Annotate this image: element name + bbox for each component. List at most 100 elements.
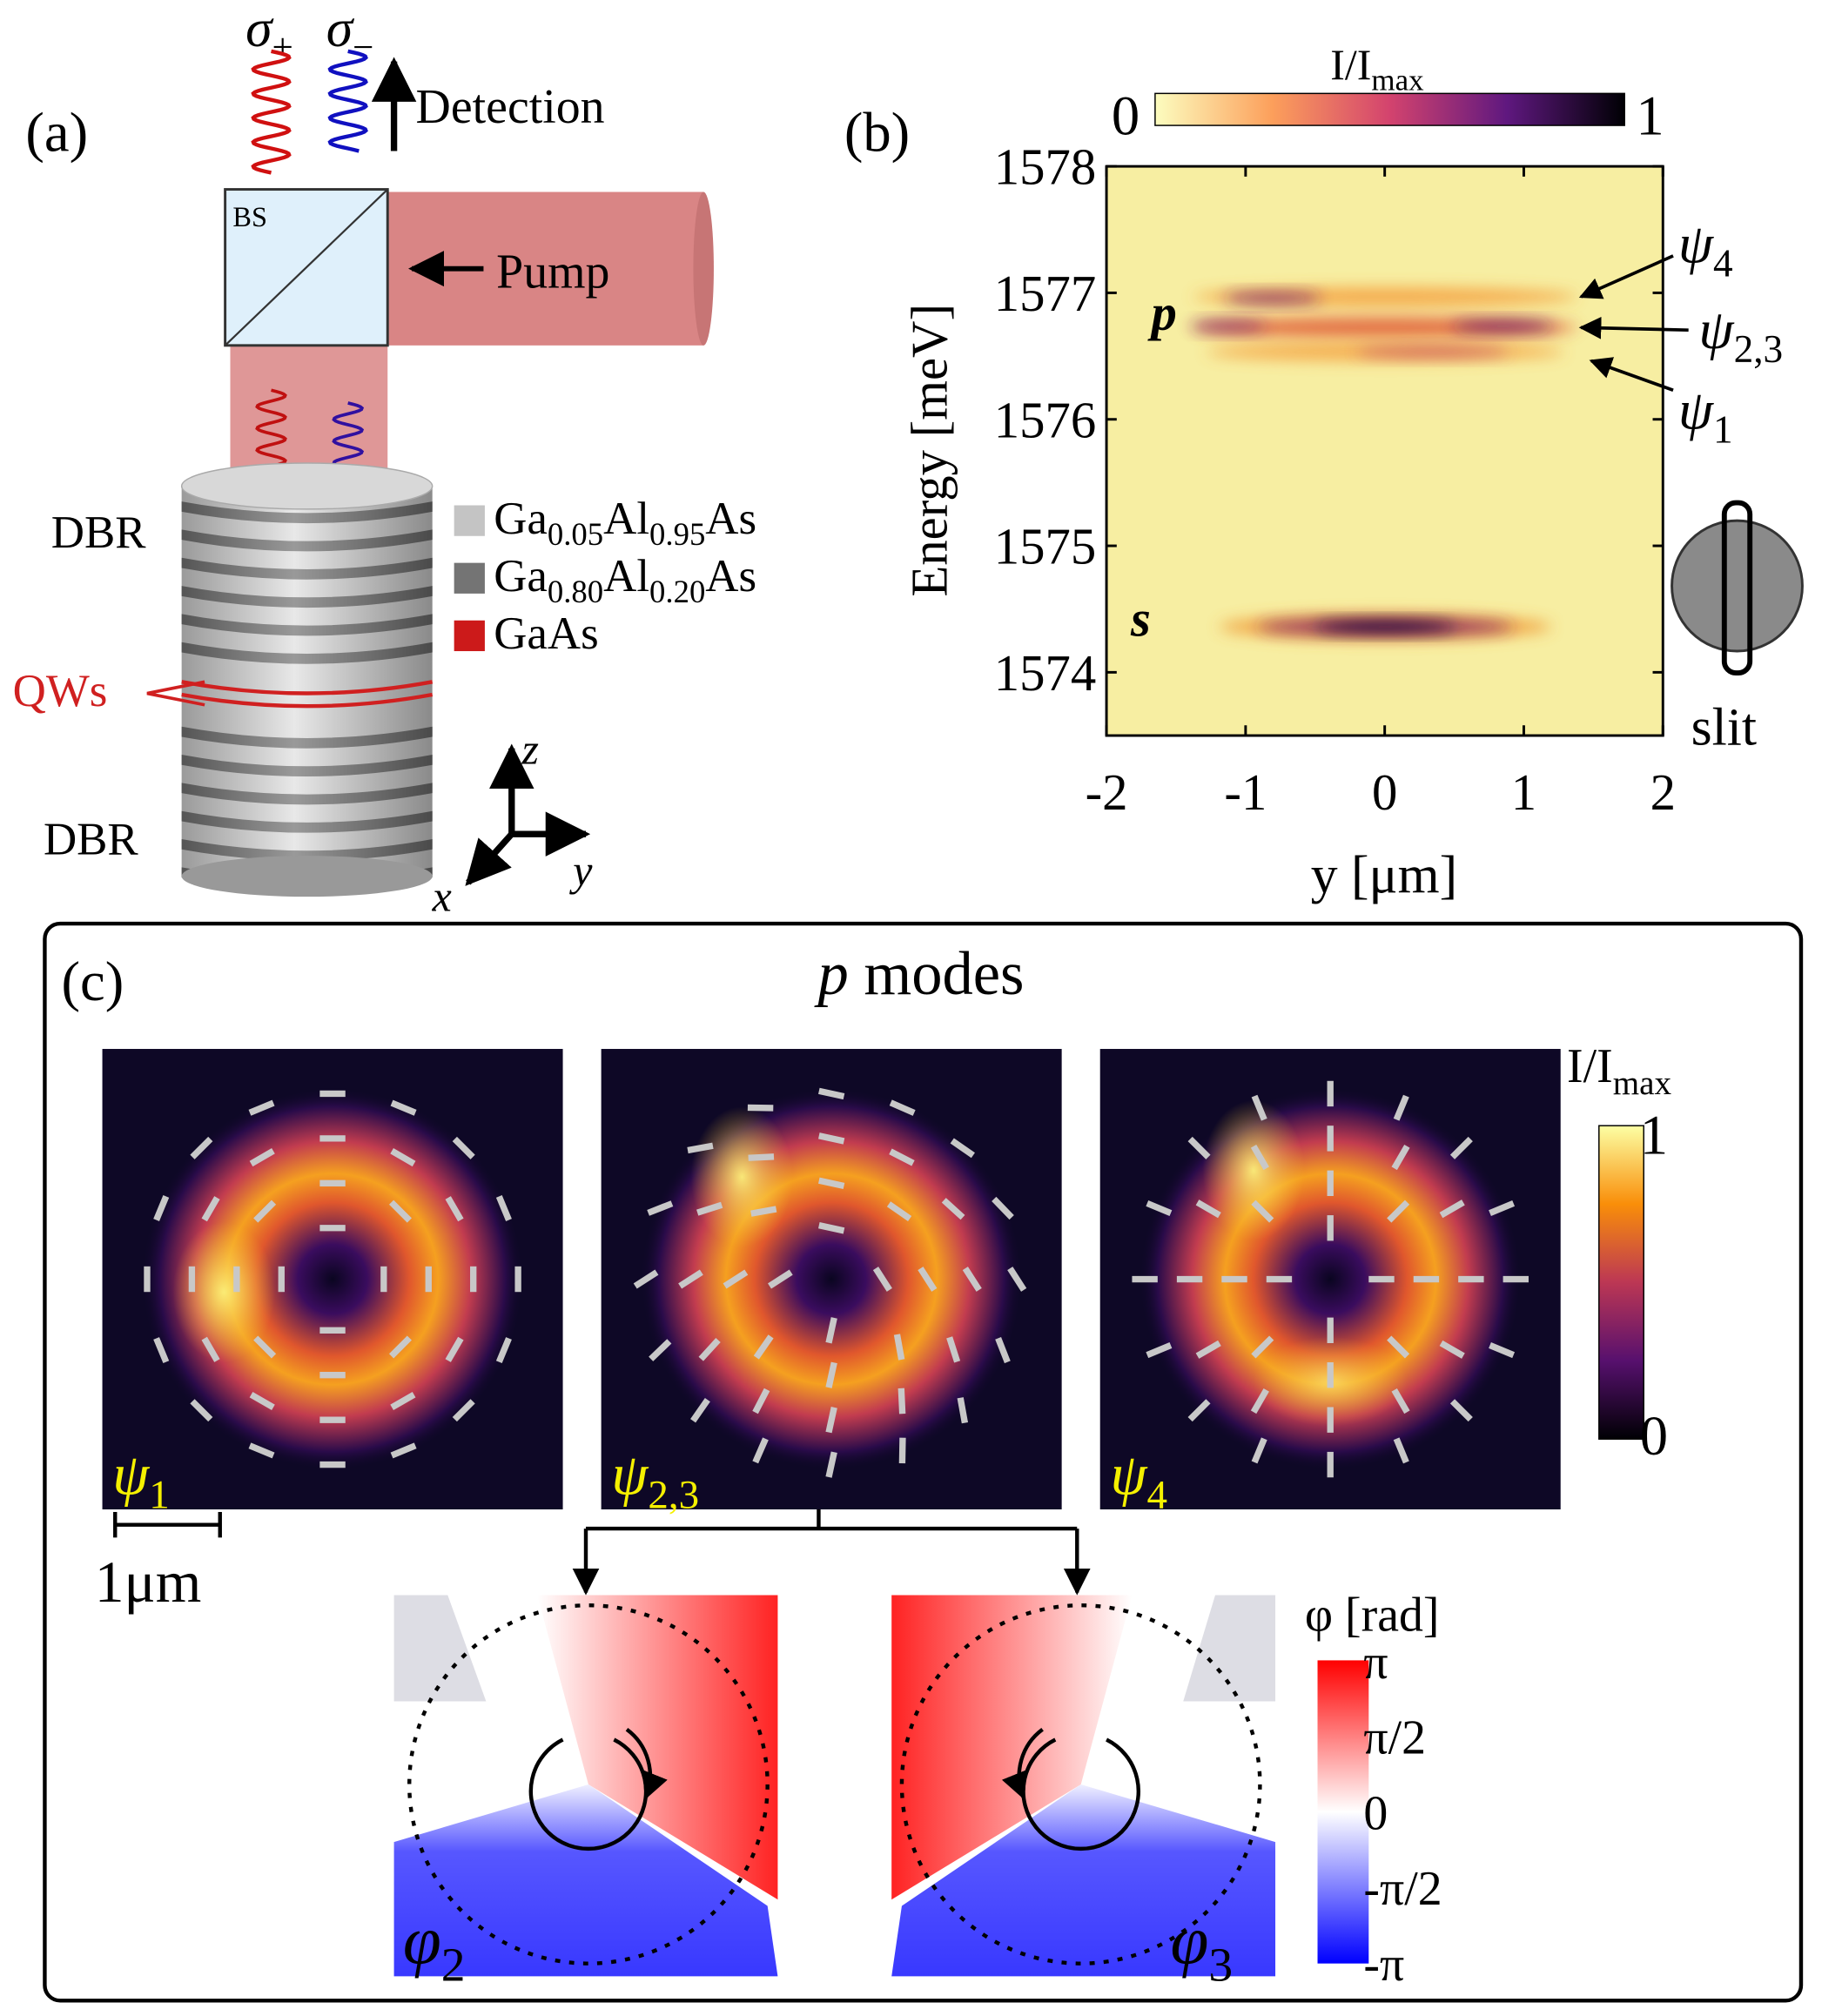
polarization-dash [723,1269,749,1289]
polarization-dash [817,1087,845,1100]
colorbar-tick: 1 [1636,84,1664,146]
polarization-dash [390,1099,417,1116]
formula-part: Al [603,494,649,544]
polarization-dash [992,1196,1014,1220]
x-tick-label: 1 [1511,764,1536,821]
mode-label: s [1130,590,1151,647]
formula-part: GaAs [494,608,598,659]
dbr-layer [181,839,433,862]
formula-part: Ga [494,551,548,601]
colorbar-tick: -π/2 [1363,1862,1442,1916]
polarization-dash [1195,1200,1221,1219]
polarization-dash [872,1267,892,1292]
polarization-dash [750,1206,777,1217]
wave [255,388,287,478]
title-italic: p [813,940,848,1008]
dbr-label: DBR [51,507,146,558]
subscript: 4 [1146,1473,1167,1518]
polarization-dash [897,1388,906,1415]
mode-annotation: ψ4 [1678,212,1733,285]
polarization-dash [768,1269,793,1289]
subscript: 0.95 [649,516,705,552]
dbr-layer [181,642,433,664]
polarization-dash [1391,1144,1410,1171]
axis-label: y [568,846,593,895]
polygon [891,1595,1133,1900]
arrow [1589,357,1674,392]
subscript: 2 [441,1939,466,1992]
polarization-dash [445,1196,464,1222]
dbr-layer [181,586,433,608]
polarization-dash [647,1200,674,1216]
y-tick-label: 1578 [994,139,1097,196]
symbol: ψ [112,1441,150,1507]
subscript: 3 [1208,1939,1233,1992]
panel-label: (a) [25,100,88,164]
subscript: 2,3 [648,1473,699,1518]
polarization-dash [1187,1136,1211,1159]
colorbar-ticks: π π/2 0 -π/2 -π [1363,1636,1442,1992]
pillar-bottom [181,856,433,897]
symbol: I/I [1567,1039,1613,1093]
polygon [393,1784,778,1977]
polarization-dash [201,1336,220,1362]
subscript: 1 [149,1473,170,1518]
polarization-dash [696,1201,723,1216]
colorbar [1598,1125,1644,1440]
colorbar [1317,1660,1369,1964]
intensity-ring [140,1087,525,1471]
polarization-dash [825,1361,837,1388]
spectrum-plot: 1574 1575 1576 1577 1578 -2 -1 0 1 2 Energy [meV] y… [901,139,1676,905]
subscript: max [1613,1065,1672,1102]
polarization-dash [1449,1136,1473,1159]
polarization-dash [390,1442,417,1459]
x-tick-label: -1 [1224,764,1267,821]
polarization-dash [752,1388,770,1415]
path [625,1727,668,1800]
polarization-dash [390,1148,416,1167]
polarization-dash [1251,1437,1267,1464]
polarization-dash [889,1148,915,1166]
image-label: ψ2,3 [611,1441,699,1517]
x-tick-label: 2 [1650,764,1676,821]
polarization-dash [1251,1200,1274,1223]
symbol: ψ [1678,378,1715,440]
polarization-dash [918,1267,938,1292]
polarization-dash [633,1269,659,1289]
spectral-band [1355,346,1509,358]
polarization-dash [388,1200,412,1223]
colorbar-label: φ [rad] [1305,1589,1440,1643]
intensity-images: ψ1 ψ2,3 ψ4 [102,1049,1561,1518]
dbr-layer [181,614,433,636]
slit-icon [1721,500,1753,675]
polarization-dash [1187,1399,1211,1422]
legend-label: Ga0.05Al0.95As [494,494,756,552]
polarization-dash [390,1391,416,1411]
polarization-dash [1146,1200,1173,1217]
polarization-dash [817,1132,845,1145]
bs-label: BS [232,201,267,232]
symbol: φ [403,1903,441,1979]
formula-part: Ga [494,494,548,544]
polarization-dash [153,1195,170,1221]
polarization-dash [445,1336,464,1362]
polarization-dash [153,1337,170,1364]
symbol: I/I [1330,40,1371,89]
symbol: σ [245,0,274,58]
polarization-dash [1489,1342,1516,1359]
circle [899,1603,1262,1966]
y-axis-label: Energy [meV] [901,304,958,597]
symbol: φ [1171,1903,1209,1979]
polarization-dash [1387,1335,1410,1359]
polarization-dash [698,1338,721,1361]
polarization-dash [690,1398,710,1423]
polarization-dash [452,1136,475,1159]
spectral-band [1224,292,1321,304]
polarization-dash [898,1437,906,1464]
subscript: 0.80 [548,574,603,609]
dbr-layer [181,501,433,524]
pump-label: Pump [496,245,609,299]
wave [327,49,368,153]
colorbar-tick: 0 [1112,84,1139,146]
